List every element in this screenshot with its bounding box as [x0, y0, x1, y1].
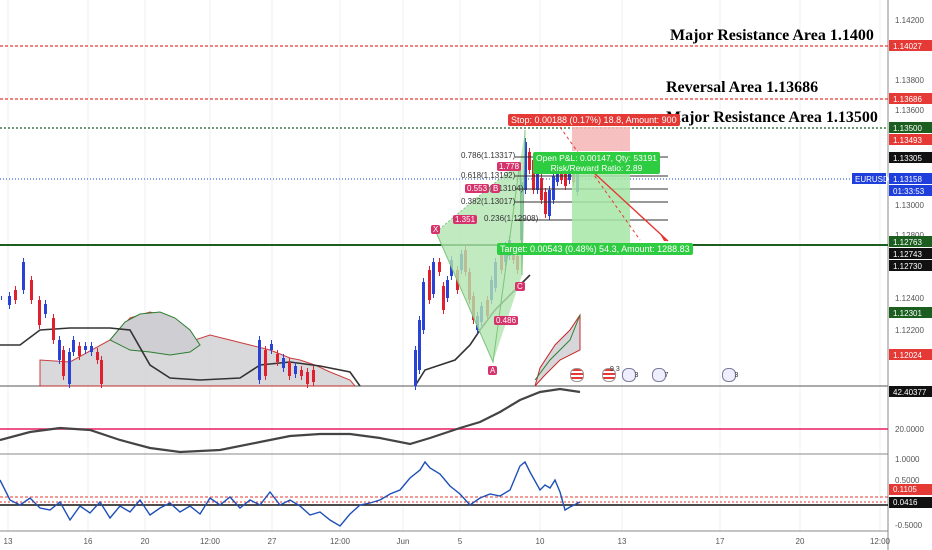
rsi-line: [0, 387, 581, 454]
fib-label-618: 0.618(1.13192): [461, 171, 516, 180]
price-axis: 1.14200 1.13800 1.13600 1.13000 1.12800 1.124…: [852, 16, 932, 530]
osc-tick: 1.0000: [895, 455, 920, 464]
time-tick: Jun: [397, 537, 410, 546]
price-label-text: 1.13158: [893, 175, 922, 184]
fib-label-786: 0.786(1.13317): [461, 151, 516, 160]
event-count: 3: [634, 372, 639, 379]
price-label-last: [889, 173, 932, 184]
price-label-l12730: [889, 260, 932, 271]
osc-tag: [889, 484, 932, 495]
event-circle-icon: [722, 368, 736, 382]
price-label-l12743: [889, 248, 932, 259]
major-resistance-top-label: Major Resistance Area 1.1400: [670, 27, 874, 44]
osc-tag-text: 0.1105: [893, 485, 917, 494]
price-label-text: 1.12730: [893, 262, 922, 271]
price-label-text: 1.12763: [893, 238, 922, 247]
price-tick: 1.12400: [895, 294, 924, 303]
time-tick: 20: [141, 537, 150, 546]
price-label-l14027: [889, 40, 932, 51]
harmonic-pattern: [435, 129, 526, 364]
osc-tick: -0.5000: [895, 521, 923, 530]
pnl-box: Open P&L: 0.00147, Qty: 53191 Risk/Rewar…: [533, 152, 660, 174]
price-label-text: 1.12024: [893, 351, 922, 360]
us-flag-icon: [570, 368, 584, 382]
time-tick: 13: [618, 537, 627, 546]
price-label-text: 1.13493: [893, 136, 922, 145]
pattern-point-c: C: [515, 282, 525, 291]
pattern-ratio-1778: 1.778: [497, 162, 522, 171]
rsi-tick: 20.0000: [895, 425, 924, 434]
time-axis: 13 16 20 12:00 27 12:00 Jun 5 10 13 17 20 12:00: [4, 537, 891, 546]
price-label-text: 01:33:53: [893, 187, 925, 196]
stop-label: Stop: 0.00188 (0.17%) 18.8, Amount: 900: [508, 114, 680, 126]
price-label-l13305: [889, 152, 932, 163]
rsi-value-tag: [889, 386, 932, 397]
fib-label-236: 0.236(1.12908): [484, 214, 539, 223]
pattern-ratio-0553: 0.553: [465, 184, 490, 193]
time-tick: 10: [536, 537, 545, 546]
time-tick: 16: [84, 537, 93, 546]
price-label-l12301: [889, 307, 932, 318]
event-badge-1[interactable]: 9 3: [610, 366, 620, 373]
event-badge-3[interactable]: 7: [652, 368, 674, 387]
pattern-ratio-1351: 1.351: [453, 215, 478, 224]
osc-tag-text: 0.0416: [893, 498, 918, 507]
event-badge-4[interactable]: 3: [722, 368, 744, 387]
time-tick: 27: [268, 537, 277, 546]
pattern-ratio-0486: 0.486: [494, 316, 519, 325]
ichimoku-cloud: [0, 274, 581, 387]
osc-tag: [889, 497, 932, 508]
price-label-l12024: [889, 349, 932, 360]
price-label-text: 1.14027: [893, 42, 922, 51]
time-tick: 20: [796, 537, 805, 546]
fib-label-5: 0.5(1.13104): [478, 184, 524, 193]
stop-zone: [572, 127, 630, 151]
price-tick: 1.13000: [895, 201, 924, 210]
time-tick: 17: [716, 537, 725, 546]
price-label-text: 1.13305: [893, 154, 922, 163]
price-label-l13493: [889, 134, 932, 145]
rsi-value-text: 42.40377: [893, 388, 927, 397]
price-label-text: 1.13500: [893, 124, 922, 133]
flag-icon: [602, 368, 617, 382]
price-label-l13686: [889, 93, 932, 104]
reversal-area-label: Reversal Area 1.13686: [666, 79, 819, 96]
event-count: 3: [734, 372, 739, 379]
risk-reward-label: Risk/Reward Ratio: 2.89: [550, 163, 643, 173]
pattern-point-x: X: [431, 225, 441, 234]
oscillator-line: [0, 460, 581, 527]
price-label-l13500: [889, 122, 932, 133]
target-label: Target: 0.00543 (0.48%) 54.3, Amount: 12…: [497, 243, 693, 255]
target-zone: [572, 160, 630, 245]
price-tick: 1.13600: [895, 106, 924, 115]
price-tick: 1.12200: [895, 326, 924, 335]
price-tick: 1.12800: [895, 231, 924, 240]
time-tick: 12:00: [330, 537, 351, 546]
pattern-point-a: A: [488, 366, 498, 375]
open-pnl-label: Open P&L: 0.00147, Qty: 53191: [536, 153, 657, 163]
event-count: 7: [664, 372, 669, 379]
price-label-text: 1.13686: [893, 95, 922, 104]
time-tick: 12:00: [200, 537, 221, 546]
major-resistance-mid-label: Major Resistance Area 1.13500: [666, 109, 878, 126]
time-tick: 12:00: [870, 537, 891, 546]
pattern-point-b: B: [491, 184, 501, 193]
fib-label-382: 0.382(1.13017): [461, 197, 516, 206]
price-label-l12763: [889, 236, 932, 247]
price-label-text: 1.12743: [893, 250, 922, 259]
symbol-text: EURUSD: [855, 175, 889, 184]
event-badge-flag[interactable]: [570, 368, 617, 384]
osc-tick: 0.5000: [895, 476, 920, 485]
time-tick: 5: [458, 537, 463, 546]
price-tick: 1.14200: [895, 16, 924, 25]
event-circle-icon: [622, 368, 636, 382]
symbol-tag: [852, 173, 886, 184]
price-label-countdown: [889, 185, 932, 196]
price-tick: 1.13800: [895, 76, 924, 85]
time-tick: 13: [4, 537, 13, 546]
event-badge-2[interactable]: 3: [622, 368, 644, 387]
event-circle-icon: [652, 368, 666, 382]
price-label-text: 1.12301: [893, 309, 922, 318]
